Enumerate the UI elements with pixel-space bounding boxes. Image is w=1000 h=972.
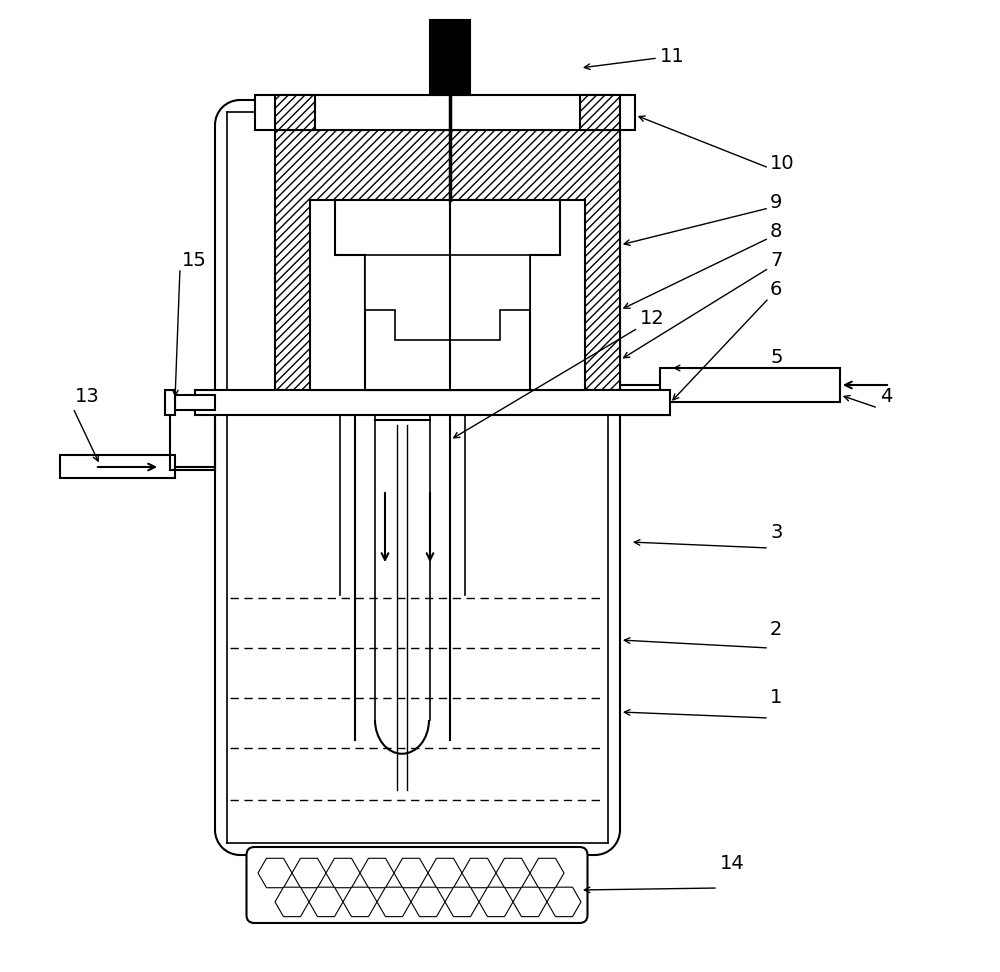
Polygon shape: [445, 887, 479, 917]
Polygon shape: [428, 858, 462, 887]
Text: 7: 7: [770, 251, 782, 270]
Polygon shape: [292, 858, 326, 887]
Text: 4: 4: [880, 387, 892, 406]
Polygon shape: [360, 858, 394, 887]
Polygon shape: [377, 887, 411, 917]
Polygon shape: [462, 858, 496, 887]
FancyBboxPatch shape: [246, 847, 588, 923]
Text: 2: 2: [770, 620, 782, 640]
Polygon shape: [547, 887, 581, 917]
Polygon shape: [275, 887, 309, 917]
Bar: [195, 390, 670, 415]
Text: 12: 12: [640, 309, 665, 329]
Polygon shape: [479, 887, 513, 917]
Polygon shape: [343, 887, 377, 917]
Polygon shape: [258, 858, 292, 887]
Bar: [660, 368, 840, 402]
Text: 6: 6: [770, 280, 782, 299]
Text: 9: 9: [770, 192, 782, 212]
Text: 10: 10: [770, 154, 795, 173]
Bar: [165, 390, 175, 415]
Text: 8: 8: [770, 222, 782, 241]
Text: 1: 1: [770, 688, 782, 708]
Bar: [60, 455, 175, 478]
Bar: [430, 20, 470, 95]
Text: 15: 15: [182, 251, 207, 270]
Polygon shape: [496, 858, 530, 887]
Bar: [275, 95, 315, 130]
Text: 14: 14: [720, 853, 745, 873]
Polygon shape: [326, 858, 360, 887]
Text: 11: 11: [660, 47, 685, 66]
Polygon shape: [335, 200, 560, 390]
Polygon shape: [310, 200, 585, 390]
Polygon shape: [275, 130, 620, 390]
Polygon shape: [411, 887, 445, 917]
Text: 5: 5: [770, 348, 782, 367]
Bar: [175, 395, 215, 410]
Polygon shape: [309, 887, 343, 917]
Polygon shape: [530, 858, 564, 887]
Bar: [255, 95, 635, 130]
Polygon shape: [394, 858, 428, 887]
Polygon shape: [365, 255, 530, 340]
Polygon shape: [513, 887, 547, 917]
Bar: [580, 95, 620, 130]
Text: 13: 13: [75, 387, 100, 406]
Text: 3: 3: [770, 523, 782, 542]
